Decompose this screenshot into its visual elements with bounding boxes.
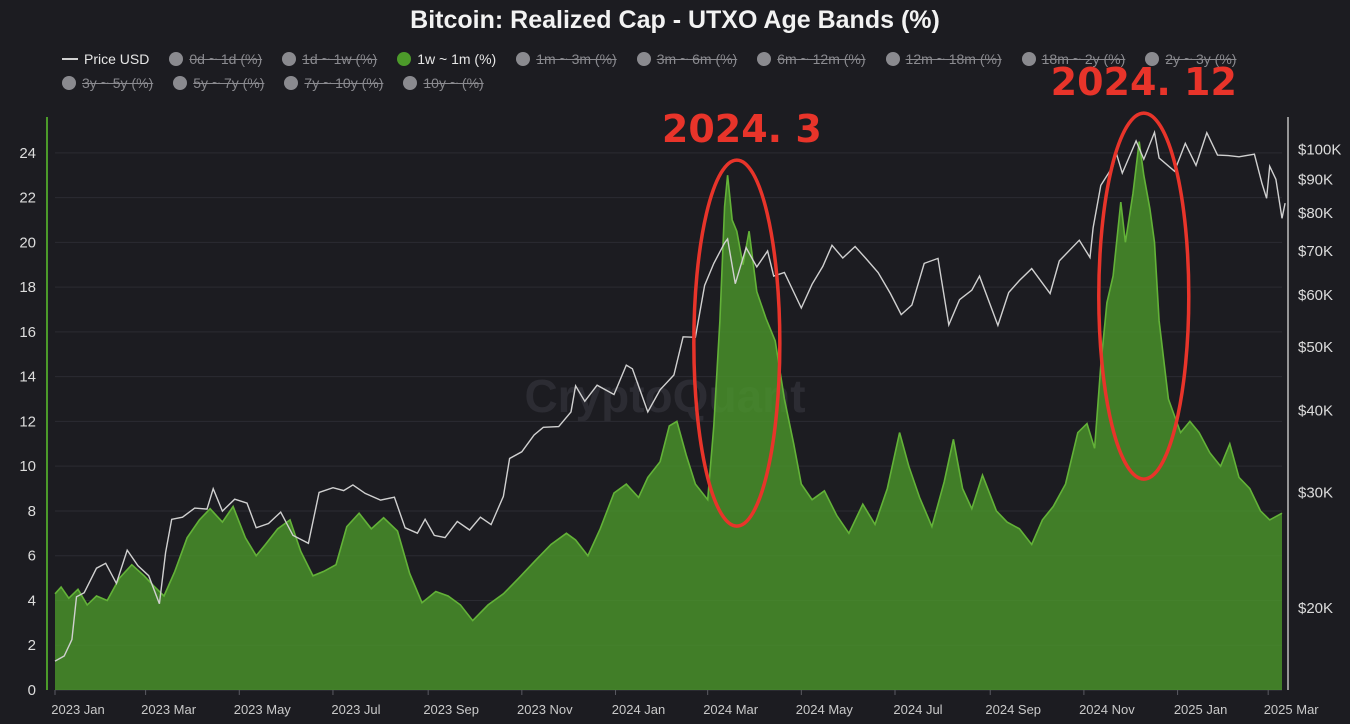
legend-item[interactable]: 7y ~ 10y (%) (284, 74, 383, 92)
legend: Price USD 0d ~ 1d (%) 1d ~ 1w (%) 1w ~ 1m (… (62, 50, 1312, 92)
y-left-tick-label: 22 (19, 190, 36, 207)
y-right-tick-label: $90K (1298, 171, 1333, 188)
x-tick-label: 2025 Jan (1174, 702, 1228, 717)
y-left-tick-label: 2 (28, 637, 36, 654)
dot-swatch-icon (636, 52, 651, 66)
legend-label: 10y ~ (%) (423, 75, 484, 91)
y-left-tick-label: 10 (19, 458, 36, 475)
x-tick-label: 2024 Sep (985, 702, 1041, 717)
legend-label: Price USD (84, 51, 150, 67)
legend-label: 12m ~ 18m (%) (905, 51, 1002, 67)
legend-label: 3m ~ 6m (%) (656, 51, 738, 67)
x-tick-label: 2023 May (234, 702, 292, 717)
legend-label: 2y ~ 3y (%) (1165, 51, 1237, 67)
legend-item[interactable]: 1m ~ 3m (%) (516, 50, 617, 68)
legend-item[interactable]: 3y ~ 5y (%) (62, 74, 153, 92)
y-left-tick-label: 12 (19, 413, 36, 430)
y-left-tick-label: 4 (28, 592, 36, 609)
x-tick-label: 2023 Mar (141, 702, 197, 717)
y-left-tick-label: 0 (28, 682, 36, 699)
y-axis-right: $20K $30K $40K $50K $60K $70K $80K $90K $100K (1287, 117, 1341, 690)
annotation-label: 2024. 3 (662, 107, 822, 151)
y-left-tick-label: 8 (28, 503, 36, 520)
legend-label: 1d ~ 1w (%) (302, 51, 378, 67)
dot-swatch-icon (403, 76, 418, 90)
legend-label: 5y ~ 7y (%) (193, 75, 265, 91)
legend-item[interactable]: Price USD (62, 50, 149, 68)
dot-swatch-icon (516, 52, 531, 66)
legend-item[interactable]: 3m ~ 6m (%) (636, 50, 738, 68)
area-edge-line (54, 141, 1283, 622)
dot-swatch-icon (173, 76, 188, 90)
y-left-tick-label: 24 (19, 145, 36, 162)
chart-title: Bitcoin: Realized Cap - UTXO Age Bands (… (410, 6, 940, 34)
dot-swatch-icon (885, 52, 900, 66)
annotation-ellipse (1097, 111, 1191, 481)
y-left-tick-label: 18 (19, 279, 36, 296)
dot-swatch-icon (757, 52, 772, 66)
x-tick-label: 2024 Jul (893, 702, 942, 717)
x-tick-label: 2024 May (796, 702, 854, 717)
dot-swatch-icon (1021, 52, 1036, 66)
legend-item[interactable]: 10y ~ (%) (403, 74, 484, 92)
dot-swatch-icon (284, 76, 299, 90)
y-left-tick-label: 16 (19, 324, 36, 341)
x-tick-label: 2025 Mar (1264, 702, 1320, 717)
legend-item[interactable]: 12m ~ 18m (%) (885, 50, 1002, 68)
y-right-tick-label: $40K (1298, 402, 1333, 419)
legend-label: 1w ~ 1m (%) (417, 51, 497, 67)
y-right-tick-label: $30K (1298, 484, 1333, 501)
legend-label: 18m ~ 2y (%) (1041, 51, 1126, 67)
y-right-tick-label: $70K (1298, 243, 1333, 260)
x-tick-label: 2024 Nov (1079, 702, 1135, 717)
legend-item[interactable]: 1d ~ 1w (%) (282, 50, 377, 68)
annotation-label: 2024. 12 (1051, 60, 1237, 104)
x-tick-label: 2024 Mar (703, 702, 759, 717)
legend-item[interactable]: 18m ~ 2y (%) (1021, 50, 1126, 68)
legend-label: 1m ~ 3m (%) (536, 51, 617, 67)
legend-label: 0d ~ 1d (%) (189, 51, 263, 67)
dot-swatch-icon (169, 52, 184, 66)
dot-swatch-icon (1145, 52, 1160, 66)
dot-swatch-icon (62, 76, 76, 90)
x-axis: 2023 Jan 2023 Mar 2023 May 2023 Jul 2023 Sep… (51, 689, 1320, 717)
x-tick-label: 2023 Nov (517, 702, 573, 717)
y-right-tick-label: $100K (1298, 141, 1341, 158)
legend-label: 6m ~ 12m (%) (777, 51, 866, 67)
y-right-tick-label: $60K (1298, 287, 1333, 304)
annotation-ellipse (692, 158, 782, 528)
y-left-tick-label: 14 (19, 369, 36, 386)
x-tick-label: 2023 Sep (423, 702, 479, 717)
legend-item[interactable]: 1w ~ 1m (%) (397, 50, 496, 68)
area-fill-1w-1m- (55, 141, 1282, 691)
y-left-tick-label: 20 (19, 234, 36, 251)
y-left-tick-label: 6 (28, 548, 36, 565)
dot-swatch-icon (282, 52, 297, 66)
x-tick-label: 2023 Jul (331, 702, 380, 717)
x-tick-label: 2023 Jan (51, 702, 105, 717)
legend-item[interactable]: 0d ~ 1d (%) (169, 50, 262, 68)
legend-item[interactable]: 2y ~ 3y (%) (1145, 50, 1236, 68)
legend-item[interactable]: 5y ~ 7y (%) (173, 74, 264, 92)
legend-item[interactable]: 6m ~ 12m (%) (757, 50, 866, 68)
y-right-tick-label: $20K (1298, 600, 1333, 617)
y-right-tick-label: $50K (1298, 339, 1333, 356)
x-tick-label: 2024 Jan (612, 702, 666, 717)
dot-swatch-icon (397, 52, 412, 66)
legend-label: 3y ~ 5y (%) (82, 75, 154, 91)
line-swatch-icon (62, 58, 78, 60)
legend-label: 7y ~ 10y (%) (304, 75, 384, 91)
annotations-layer: 2024. 3 2024. 12 (662, 60, 1237, 528)
y-right-tick-label: $80K (1298, 205, 1333, 222)
